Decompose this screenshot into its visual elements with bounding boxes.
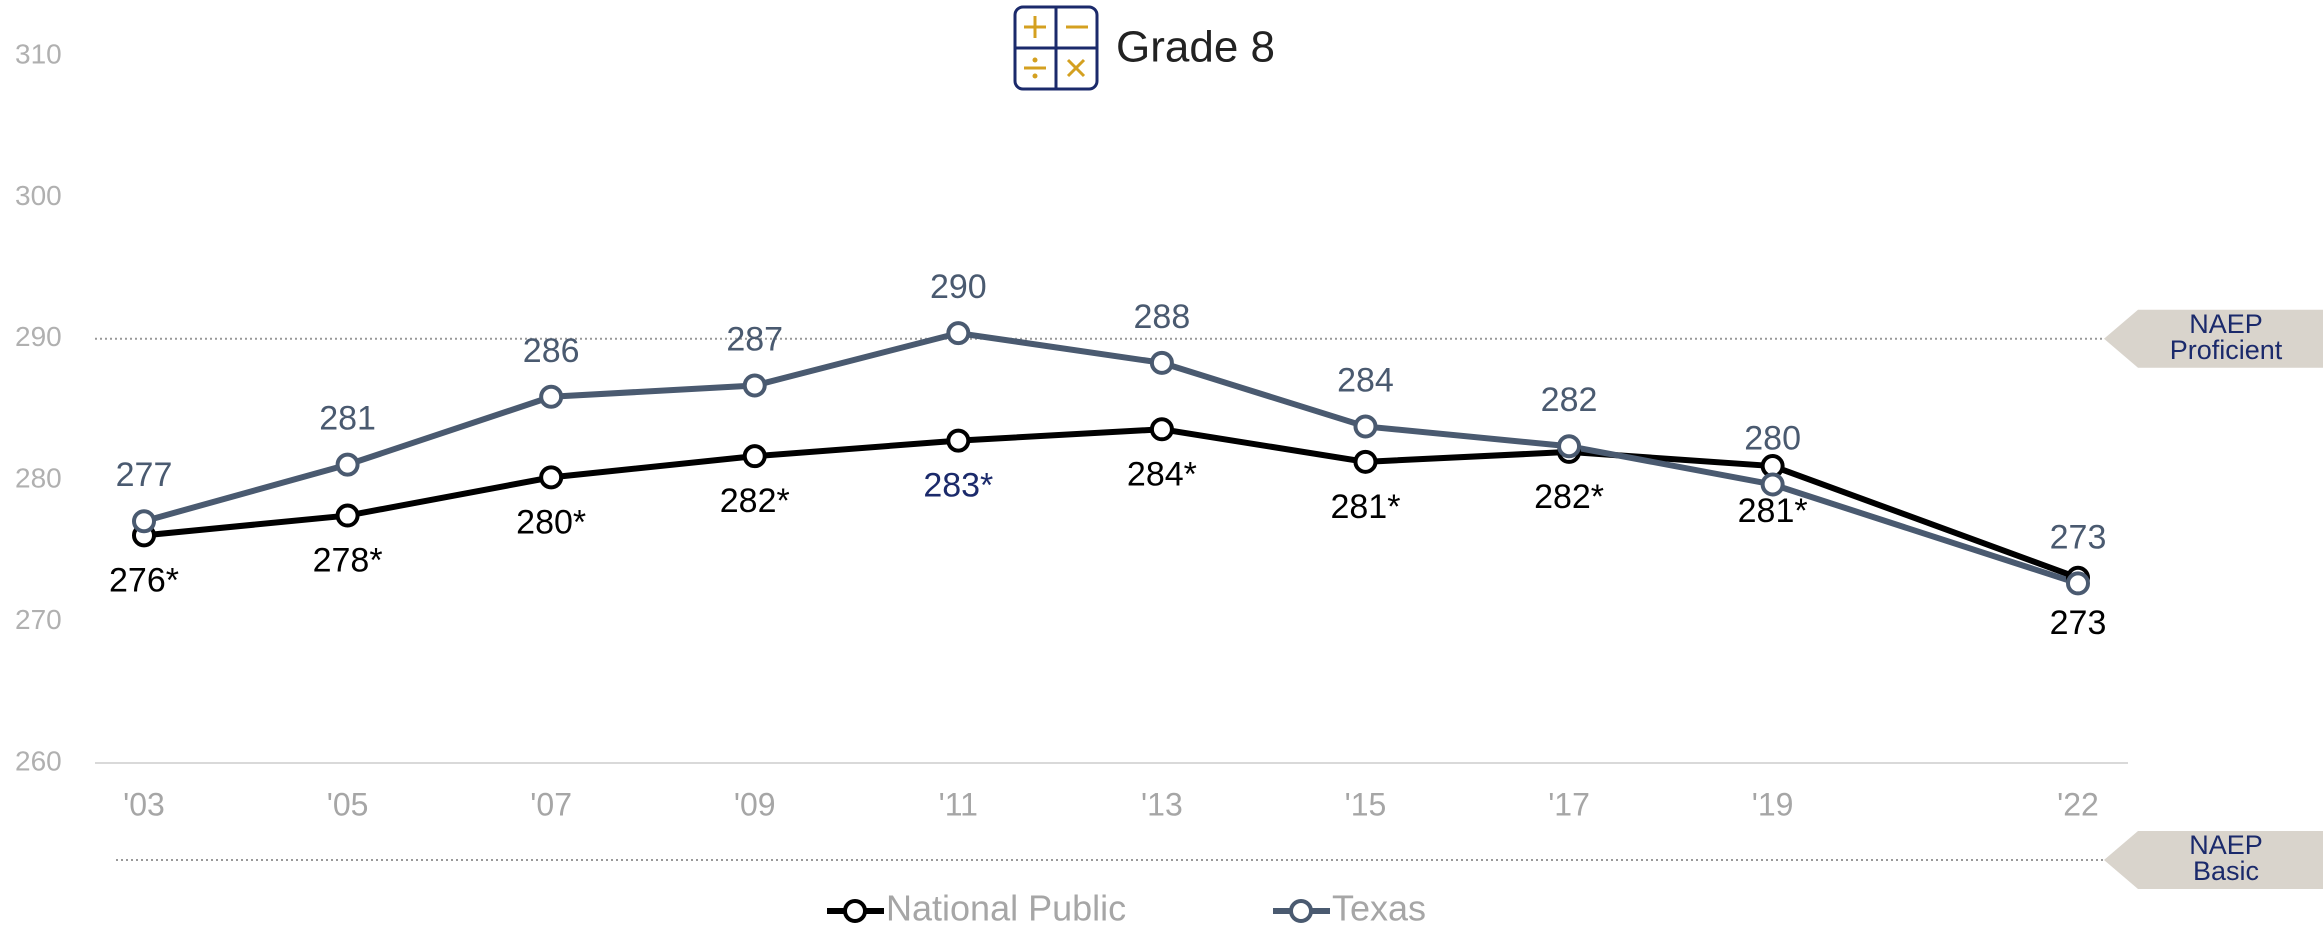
point bbox=[946, 428, 971, 453]
point bbox=[539, 465, 564, 490]
series-line bbox=[143, 330, 2079, 587]
y-tick-label: 270 bbox=[15, 604, 62, 635]
data-label: 282 bbox=[1541, 381, 1598, 419]
legend-label: National Public bbox=[886, 888, 1126, 929]
data-label: 280 bbox=[1744, 419, 1801, 457]
data-label: 278* bbox=[313, 542, 383, 580]
data-label: 282* bbox=[720, 482, 790, 520]
reference-label: Proficient bbox=[2170, 335, 2283, 365]
x-tick-label: '05 bbox=[327, 786, 369, 822]
basic-tag bbox=[2104, 831, 2323, 889]
y-tick-label: 290 bbox=[15, 321, 62, 352]
x-tick-label: '22 bbox=[2057, 786, 2099, 822]
point bbox=[1149, 350, 1174, 375]
chart-title: Grade 8 bbox=[1116, 23, 1275, 72]
point bbox=[946, 321, 971, 346]
data-label: 288 bbox=[1134, 298, 1191, 336]
legend-label: Texas bbox=[1332, 888, 1426, 929]
basic-label: Basic bbox=[2193, 856, 2259, 886]
x-tick-label: '09 bbox=[734, 786, 776, 822]
title-icon bbox=[1013, 5, 1099, 91]
reference-tag bbox=[2104, 309, 2323, 368]
x-tick-label: '15 bbox=[1345, 786, 1387, 822]
data-label: 276* bbox=[109, 561, 179, 599]
point bbox=[1353, 449, 1378, 474]
data-label: 277 bbox=[116, 456, 173, 494]
x-tick-label: '17 bbox=[1548, 786, 1590, 822]
point bbox=[1557, 434, 1582, 459]
x-tick-label: '13 bbox=[1141, 786, 1183, 822]
legend-marker bbox=[1289, 899, 1313, 923]
data-label: 290 bbox=[930, 268, 987, 306]
data-label: 283* bbox=[923, 467, 993, 505]
x-tick-label: '11 bbox=[939, 786, 978, 822]
data-label: 273 bbox=[2050, 604, 2107, 642]
y-tick-label: 310 bbox=[15, 38, 62, 69]
data-label: 282* bbox=[1534, 478, 1604, 516]
basic-label: NAEP bbox=[2189, 830, 2263, 860]
point bbox=[335, 452, 360, 477]
data-label: 286 bbox=[523, 332, 580, 370]
x-tick-label: '07 bbox=[530, 786, 572, 822]
data-label: 281* bbox=[1738, 492, 1808, 530]
data-label: 287 bbox=[726, 320, 783, 358]
reference-label: NAEP bbox=[2189, 309, 2263, 339]
legend-marker bbox=[843, 899, 867, 923]
point bbox=[742, 444, 767, 469]
point bbox=[1353, 414, 1378, 439]
x-tick-label: '03 bbox=[123, 786, 165, 822]
point bbox=[1760, 472, 1785, 497]
point bbox=[132, 509, 156, 534]
data-label: 284 bbox=[1337, 361, 1394, 399]
data-label: 280* bbox=[516, 503, 586, 541]
point bbox=[335, 503, 360, 528]
y-tick-label: 280 bbox=[15, 463, 62, 494]
data-label: 273 bbox=[2050, 518, 2107, 556]
point bbox=[2066, 571, 2090, 596]
x-tick-label: '19 bbox=[1752, 786, 1794, 822]
series-line bbox=[143, 426, 2080, 581]
data-label: 284* bbox=[1127, 455, 1197, 493]
point bbox=[1149, 417, 1174, 442]
point bbox=[742, 373, 767, 398]
y-tick-label: 300 bbox=[15, 180, 62, 211]
y-tick-label: 260 bbox=[15, 745, 62, 776]
point bbox=[539, 384, 564, 409]
data-label: 281* bbox=[1330, 488, 1400, 526]
data-label: 281 bbox=[319, 400, 376, 438]
